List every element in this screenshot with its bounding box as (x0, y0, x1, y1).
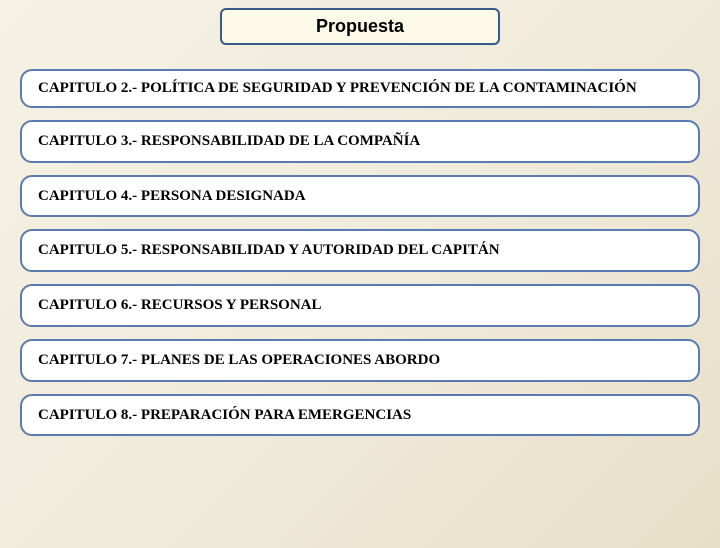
chapter-item: CAPITULO 8.- PREPARACIÓN PARA EMERGENCIA… (20, 394, 700, 437)
chapter-label: CAPITULO 7.- PLANES DE LAS OPERACIONES A… (38, 352, 440, 368)
chapter-label: CAPITULO 8.- PREPARACIÓN PARA EMERGENCIA… (38, 407, 411, 423)
chapter-item: CAPITULO 6.- RECURSOS Y PERSONAL (20, 284, 700, 327)
chapter-list: CAPITULO 2.- POLÍTICA DE SEGURIDAD Y PRE… (0, 69, 720, 436)
chapter-item: CAPITULO 2.- POLÍTICA DE SEGURIDAD Y PRE… (20, 69, 700, 108)
chapter-label: CAPITULO 3.- RESPONSABILIDAD DE LA COMPA… (38, 133, 420, 149)
page-title: Propuesta (316, 16, 404, 36)
chapter-label: CAPITULO 5.- RESPONSABILIDAD Y AUTORIDAD… (38, 242, 500, 258)
chapter-item: CAPITULO 7.- PLANES DE LAS OPERACIONES A… (20, 339, 700, 382)
chapter-label: CAPITULO 4.- PERSONA DESIGNADA (38, 188, 306, 204)
title-box: Propuesta (220, 8, 500, 45)
chapter-item: CAPITULO 4.- PERSONA DESIGNADA (20, 175, 700, 218)
chapter-item: CAPITULO 3.- RESPONSABILIDAD DE LA COMPA… (20, 120, 700, 163)
chapter-item: CAPITULO 5.- RESPONSABILIDAD Y AUTORIDAD… (20, 229, 700, 272)
chapter-label: CAPITULO 6.- RECURSOS Y PERSONAL (38, 297, 322, 313)
chapter-label: CAPITULO 2.- POLÍTICA DE SEGURIDAD Y PRE… (38, 80, 637, 96)
